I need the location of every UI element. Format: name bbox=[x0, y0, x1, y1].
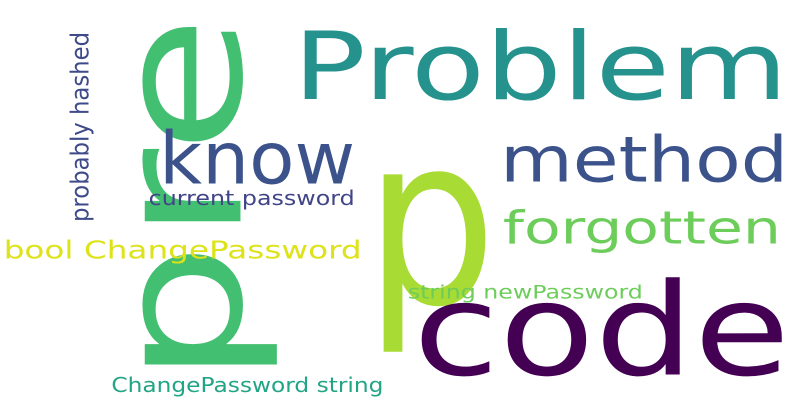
word-bool-changepassword: bool ChangePassword bbox=[4, 234, 362, 264]
word-know: know bbox=[158, 116, 355, 201]
word-changepassword-string: ChangePassword string bbox=[111, 373, 383, 397]
word-p: p bbox=[364, 83, 497, 359]
word-probably-hashed: probably hashed bbox=[64, 31, 95, 222]
word-string-newpassword: string newPassword bbox=[407, 280, 643, 303]
word-current-password: current password bbox=[149, 186, 356, 210]
word-forgotten: forgotten bbox=[502, 200, 781, 254]
word-code: code bbox=[412, 255, 790, 400]
word-problem: Problem bbox=[293, 11, 788, 122]
word-method: method bbox=[500, 122, 788, 197]
